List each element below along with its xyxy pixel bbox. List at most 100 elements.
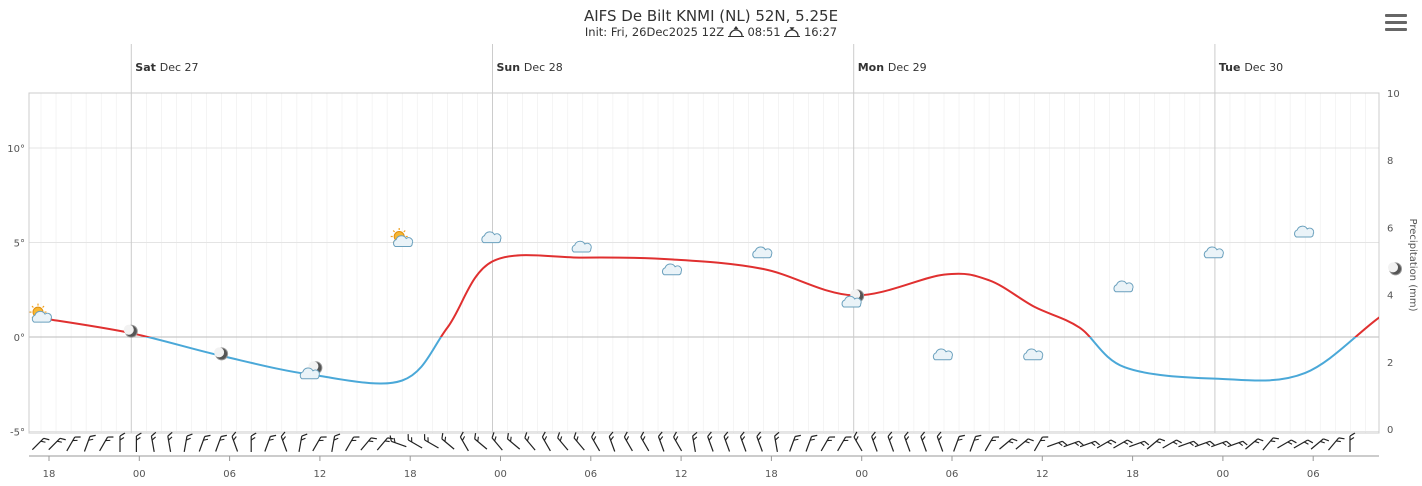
hour-tick-label: 00 [133,469,146,480]
wind-barb [640,431,650,452]
wind-barb [423,434,439,449]
wind-barb [756,431,763,452]
barb-flag [872,436,877,441]
barb-flag [905,436,910,441]
wind-barb [837,436,852,452]
cloud-shape [1113,280,1134,293]
barb-shaft [573,437,585,451]
wind-barb [83,434,96,452]
hamburger-menu-icon[interactable] [1385,14,1407,32]
barb-shaft [557,437,569,451]
barb-flag [509,436,512,442]
barb-flag [1287,441,1293,445]
barb-flag [845,436,852,438]
wind-barb [183,433,193,452]
barb-flag [1140,442,1145,446]
day-date: Dec 27 [160,61,199,74]
barb-shaft [31,437,45,451]
barb-shaft [887,436,895,452]
barb-shaft [805,436,813,452]
barb-shaft [459,436,469,452]
barb-flag [334,433,341,437]
barb-shaft [424,439,439,449]
wind-barb [1262,437,1279,451]
cloud-icon [481,231,502,244]
barb-shaft [853,436,863,452]
cloud-shape [752,246,773,259]
barb-shaft [820,436,830,452]
barb-flag [692,431,698,437]
barb-flag [993,436,1000,438]
barb-flag [119,437,125,441]
wind-barb [150,431,157,452]
wind-barb [1178,440,1199,448]
wind-barbs [31,431,1356,452]
precip-tick-label: 2 [1387,358,1393,369]
hour-tick-label: 06 [584,469,597,480]
barb-shaft [474,438,488,450]
barb-flag [1011,438,1018,442]
wind-barb [657,431,665,452]
barb-flag [593,436,597,441]
barb-shaft [360,437,372,451]
barb-flag [1257,438,1264,442]
wind-barb [1293,439,1314,449]
barb-shaft [1293,439,1309,449]
barb-flag [855,436,859,441]
barb-flag [526,436,530,442]
sun-ray [31,305,34,308]
barb-shaft [491,437,503,451]
cloud-icon [752,246,773,259]
chart-header: AIFS De Bilt KNMI (NL) 52N, 5.25E Init: … [0,0,1422,44]
barb-shaft [524,437,536,451]
wind-barb [1079,440,1101,448]
barb-flag [1209,440,1215,446]
day-date: Dec 30 [1244,61,1283,74]
barb-flag [250,437,256,441]
barb-flag [795,434,801,438]
hour-tick-label: 18 [43,469,56,480]
barb-flag [371,437,377,440]
barb-flag [1222,442,1227,446]
barb-flag [610,436,614,441]
plot-border [28,92,1380,434]
day-label: Sun Dec 28 [497,61,563,74]
barb-shaft [1227,440,1243,448]
moon-icon [1388,262,1402,276]
barb-flag [204,434,211,438]
hour-tick-label: 00 [1217,469,1230,480]
wind-barb [48,437,66,451]
precip-tick-label: 4 [1387,291,1393,302]
wind-barb [591,431,601,452]
barb-flag [474,433,477,439]
sun-cloud-icon [390,228,414,247]
barb-flag [351,439,357,442]
barb-flag [88,438,94,441]
wind-barb [984,436,1000,452]
barb-flag [576,436,579,442]
barb-flag [1320,440,1325,444]
barb-flag [724,436,729,441]
wind-barb [1129,440,1150,448]
wind-barb [441,433,455,450]
barb-flag [168,436,173,441]
barb-flag [384,440,390,443]
barb-flag [203,438,209,441]
barb-shaft [99,436,109,452]
barb-shaft [376,437,389,451]
chart-title: AIFS De Bilt KNMI (NL) 52N, 5.25E [583,7,839,25]
barb-flag [827,439,832,442]
barb-flag [853,431,858,438]
day-label: Tue Dec 30 [1219,61,1283,74]
day-label: Sat Dec 27 [135,61,198,74]
barb-shaft [391,440,407,448]
wind-barb [1162,439,1182,449]
barb-flag [1078,440,1084,446]
wind-barb [312,436,327,452]
moon-crescent [1388,262,1398,273]
wind-barb [623,431,633,452]
barb-shaft [264,436,271,452]
wind-barb [66,436,81,452]
hour-tick-label: 18 [1126,469,1139,480]
